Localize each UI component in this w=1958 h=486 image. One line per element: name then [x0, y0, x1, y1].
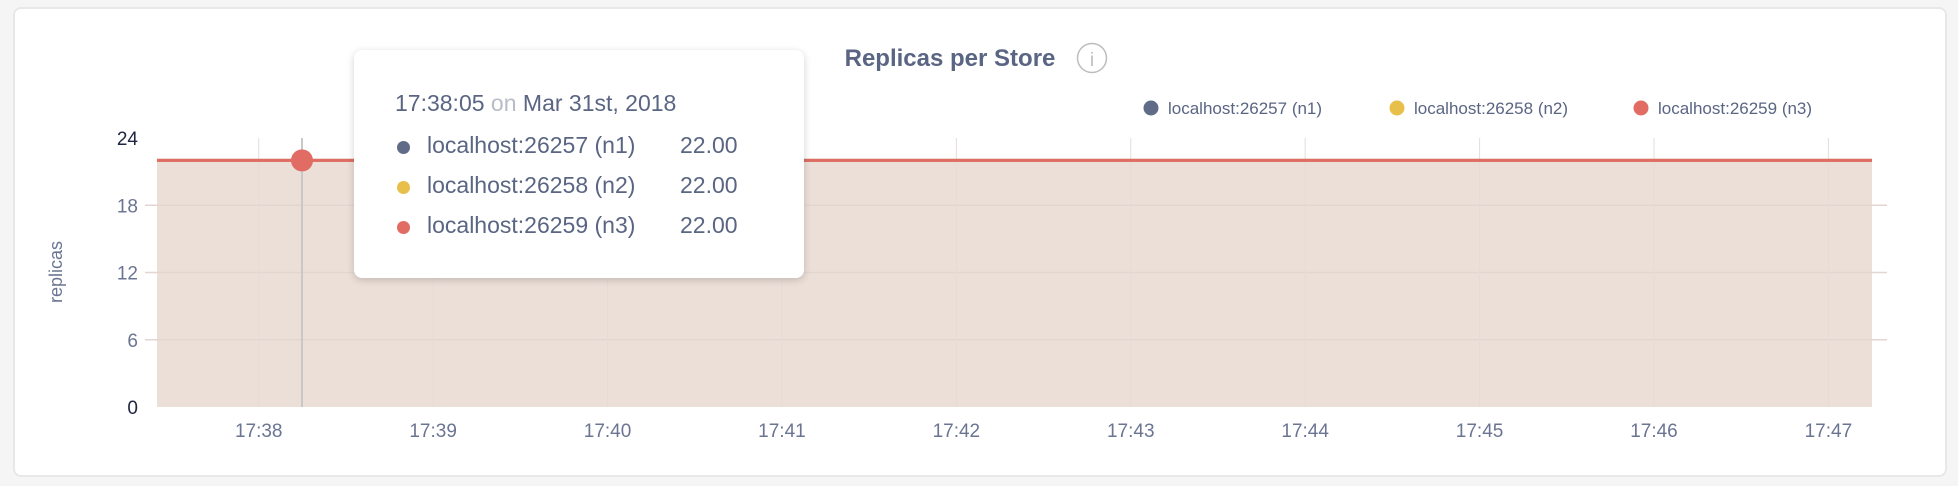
info-circle-icon — [1076, 42, 1108, 74]
x-tick-label: 17:46 — [1630, 421, 1678, 442]
legend-dot-icon — [1389, 100, 1405, 116]
series-dot-icon — [397, 221, 410, 234]
y-tick-label: 18 — [117, 196, 138, 217]
tooltip-row-value: 22.00 — [680, 212, 738, 238]
tooltip-row-label: localhost:26257 (n1) — [427, 132, 636, 158]
tooltip-date: Mar 31st, 2018 — [522, 90, 677, 116]
hover-point — [291, 149, 313, 172]
legend-dot-icon — [1143, 100, 1159, 116]
series-dot-icon — [397, 141, 410, 154]
tooltip-time: 17:38:05 — [395, 90, 485, 116]
x-tick-label: 17:39 — [409, 421, 457, 442]
legend-item-label: localhost:26258 (n2) — [1414, 99, 1568, 118]
y-tick-label: 0 — [127, 398, 138, 419]
chart-tooltip: 17:38:05 on Mar 31st, 2018 localhost:262… — [354, 50, 804, 278]
x-tick-label: 17:44 — [1281, 421, 1329, 442]
tooltip-row-label: localhost:26258 (n2) — [427, 172, 636, 198]
x-tick-label: 17:42 — [933, 421, 981, 442]
legend-item-label: localhost:26257 (n1) — [1168, 99, 1322, 118]
x-tick-label: 17:40 — [584, 421, 632, 442]
x-tick-label: 17:38 — [235, 421, 283, 442]
y-axis-label: replicas — [46, 241, 66, 303]
x-tick-label: 17:41 — [758, 421, 806, 442]
legend-dot-icon — [1633, 100, 1649, 116]
tooltip-title: 17:38:05 on Mar 31st, 2018 — [395, 90, 676, 117]
y-tick-label: 24 — [117, 129, 139, 150]
y-tick-label: 6 — [127, 331, 138, 352]
chart-title: Replicas per Store — [845, 45, 1056, 72]
x-tick-label: 17:43 — [1107, 421, 1155, 442]
tooltip-row-label: localhost:26259 (n3) — [427, 212, 636, 238]
x-tick-label: 17:45 — [1456, 421, 1504, 442]
info-icon-glyph: i — [1090, 50, 1094, 71]
tooltip-row-value: 22.00 — [680, 132, 738, 158]
legend-item-label: localhost:26259 (n3) — [1658, 99, 1812, 118]
tooltip-on: on — [490, 90, 517, 116]
tooltip-row-value: 22.00 — [680, 172, 738, 198]
series-dot-icon — [397, 181, 410, 194]
x-tick-label: 17:47 — [1805, 421, 1853, 442]
y-tick-label: 12 — [117, 264, 138, 285]
